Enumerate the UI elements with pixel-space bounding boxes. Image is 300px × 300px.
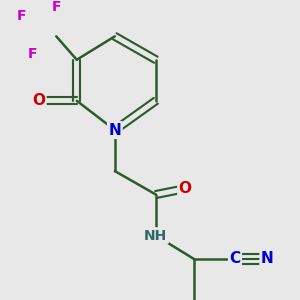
Text: N: N (109, 123, 121, 138)
Text: O: O (179, 181, 192, 196)
Text: F: F (28, 47, 38, 61)
Text: C: C (230, 251, 241, 266)
Text: F: F (16, 9, 26, 23)
Text: N: N (261, 251, 274, 266)
Text: O: O (32, 93, 45, 108)
Text: NH: NH (144, 229, 167, 242)
Text: F: F (52, 0, 61, 14)
